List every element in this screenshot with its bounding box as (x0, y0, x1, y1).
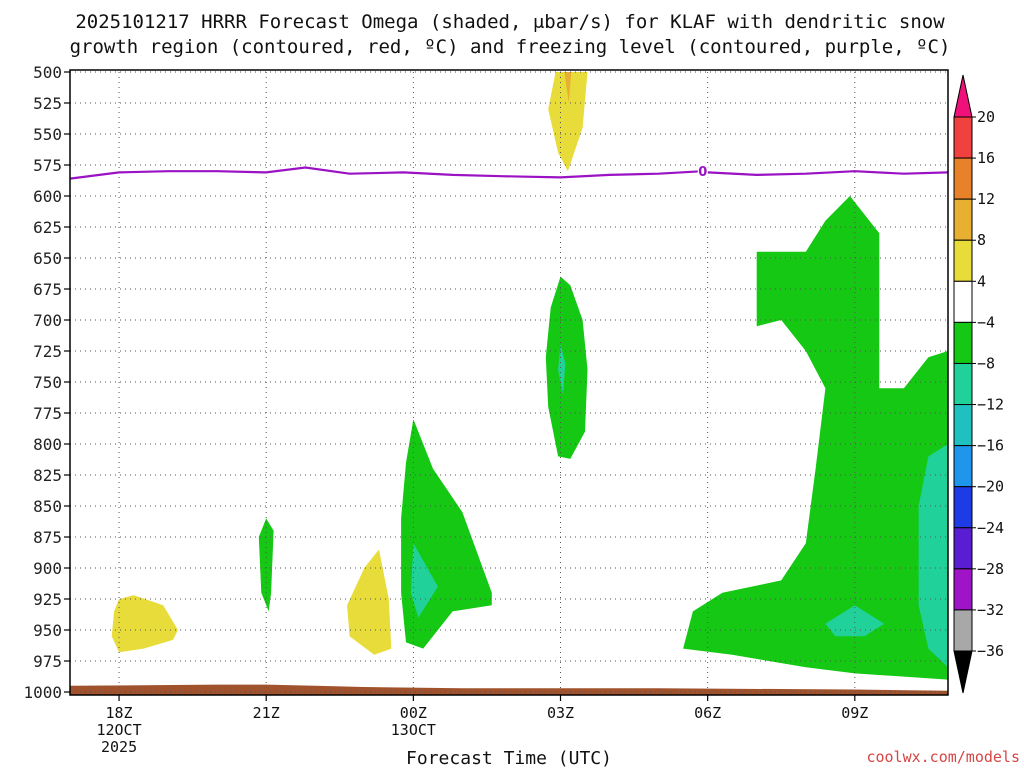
colorbar-label-5: −4 (977, 313, 995, 331)
y-tick-label-550: 550 (33, 125, 62, 144)
x-tick-label-09Z-0: 09Z (841, 704, 868, 722)
freezing-level-label: 0 (698, 165, 707, 180)
y-tick-label-850: 850 (33, 497, 62, 516)
colorbar-label-1: 16 (977, 149, 995, 167)
omega-region-teal-11 (825, 605, 885, 637)
colorbar-box-7 (953, 404, 973, 447)
omega-region-green-9 (683, 196, 948, 680)
x-tick-label-18Z-1: 12OCT (96, 721, 141, 739)
y-tick-label-725: 725 (33, 342, 62, 361)
colorbar-box-4 (953, 280, 973, 323)
x-axis-label: Forecast Time (UTC) (406, 748, 612, 768)
y-tick-label-675: 675 (33, 280, 62, 299)
colorbar-box-12 (953, 609, 973, 652)
omega-shading (111, 72, 948, 680)
x-tick-label-18Z-0: 18Z (106, 704, 133, 722)
colorbar-box-6 (953, 362, 973, 406)
y-tick-label-700: 700 (33, 311, 62, 330)
y-tick-label-525: 525 (33, 94, 62, 113)
colorbar-label-3: 8 (977, 231, 986, 249)
freezing-level-line (69, 166, 949, 180)
omega-region-green-5 (401, 419, 492, 649)
x-tick-label-00Z-0: 00Z (400, 704, 427, 722)
colorbar-label-10: −24 (977, 519, 1004, 537)
freezing-level-contour: 0 (69, 163, 949, 180)
ground-layer (70, 684, 948, 695)
contour-label-bg (697, 163, 708, 179)
colorbar-bottom-triangle (953, 650, 973, 694)
omega-region-teal-6 (410, 543, 438, 618)
colorbar-label-0: 20 (977, 108, 995, 126)
y-tick-label-575: 575 (33, 156, 62, 175)
y-tick-label-750: 750 (33, 373, 62, 392)
omega-region-teal-10 (918, 444, 948, 668)
y-tick-label-950: 950 (33, 621, 62, 640)
colorbar-box-8 (953, 445, 973, 488)
y-tick-label-875: 875 (33, 528, 62, 547)
colorbar-top-triangle (953, 74, 973, 118)
colorbar-box-0 (953, 116, 973, 159)
omega-region-yellow-1 (347, 549, 392, 655)
chart-title-line1: 2025101217 HRRR Forecast Omega (shaded, … (75, 11, 945, 33)
colorbar-label-6: −8 (977, 354, 995, 372)
y-tick-label-900: 900 (33, 559, 62, 578)
x-tick-label-00Z-1: 13OCT (391, 721, 436, 739)
colorbar-box-2 (953, 198, 973, 241)
colorbar-box-3 (953, 239, 973, 282)
colorbar-label-9: −20 (977, 478, 1004, 496)
omega-region-yellow-0 (111, 595, 178, 653)
omega-region-teal-8 (558, 344, 566, 395)
y-tick-label-800: 800 (33, 435, 62, 454)
y-tick-label-650: 650 (33, 249, 62, 268)
x-tick-label-03Z-0: 03Z (547, 704, 574, 722)
x-tick-label-21Z-0: 21Z (253, 704, 280, 722)
y-tick-label-1000: 1000 (23, 683, 62, 702)
y-tick-label-925: 925 (33, 590, 62, 609)
y-tick-label-975: 975 (33, 652, 62, 671)
colorbar-label-2: 12 (977, 190, 995, 208)
colorbar-box-1 (953, 157, 973, 200)
colorbar-box-11 (953, 568, 973, 611)
omega-region-orange-3 (564, 72, 572, 103)
omega-region-yellow-2 (548, 72, 588, 172)
grid-lines (70, 71, 948, 693)
y-axis: 500 525 550 575 600 625 650 675 700 725 750 775 800 8… (23, 63, 70, 702)
y-tick-label-600: 600 (33, 187, 62, 206)
omega-region-green-4 (258, 518, 274, 612)
colorbar-label-12: −32 (977, 601, 1004, 619)
y-tick-label-500: 500 (33, 63, 62, 82)
colorbar-label-4: 4 (977, 272, 986, 290)
colorbar-label-13: −36 (977, 642, 1004, 660)
colorbar-label-11: −28 (977, 560, 1004, 578)
y-tick-label-625: 625 (33, 218, 62, 237)
colorbar: 20 16 12 8 4 −4 −8 −12 −16 −20 −24 −28 −32 −36 (953, 74, 1004, 694)
colorbar-box-5 (953, 321, 973, 364)
colorbar-label-8: −16 (977, 437, 1004, 455)
y-tick-label-775: 775 (33, 404, 62, 423)
chart-title-line2: growth region (contoured, red, ºC) and f… (70, 36, 951, 58)
colorbar-box-9 (953, 486, 973, 529)
x-tick-label-18Z-2: 2025 (101, 738, 137, 756)
credit-text: coolwx.com/models (866, 748, 1020, 766)
x-tick-label-06Z-0: 06Z (694, 704, 721, 722)
omega-region-green-7 (545, 276, 588, 459)
y-tick-label-825: 825 (33, 466, 62, 485)
colorbar-label-7: −12 (977, 396, 1004, 414)
ground-surface (70, 684, 948, 695)
colorbar-box-10 (953, 527, 973, 570)
